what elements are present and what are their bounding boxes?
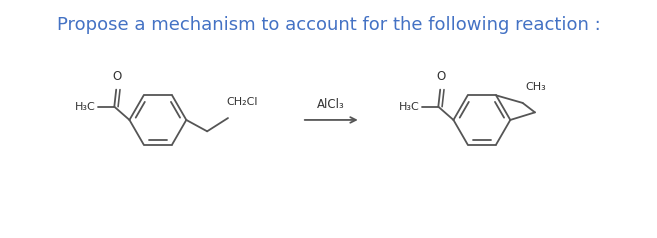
Text: CH₂Cl: CH₂Cl bbox=[226, 97, 258, 107]
Text: CH₃: CH₃ bbox=[526, 82, 546, 92]
Text: AlCl₃: AlCl₃ bbox=[317, 99, 345, 111]
Text: O: O bbox=[112, 70, 122, 83]
Text: O: O bbox=[436, 70, 445, 83]
Text: H₃C: H₃C bbox=[75, 102, 95, 112]
Text: H₃C: H₃C bbox=[399, 102, 419, 112]
Text: Propose a mechanism to account for the following reaction :: Propose a mechanism to account for the f… bbox=[57, 16, 600, 34]
